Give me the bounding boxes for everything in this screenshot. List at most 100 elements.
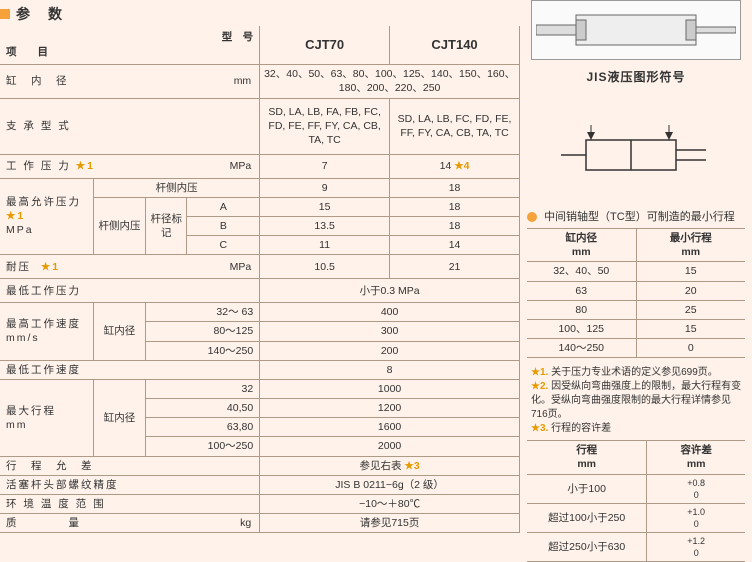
tolerance-table: 行程 mm 容许差 mm 小于100+0.8 0 超过100小于250+1.0 … xyxy=(527,440,745,562)
bore-unit: mm xyxy=(218,64,260,98)
tc-h1: 缸内径 mm xyxy=(527,229,636,262)
st2-val: 1200 xyxy=(260,399,520,418)
cell: 25 xyxy=(636,300,745,319)
table-row: 耐压 ★1 MPa 10.5 21 xyxy=(0,255,520,279)
tc-h2-label: 最小行程 xyxy=(670,232,712,244)
workp-v1: 7 xyxy=(260,154,390,178)
header-diag-cell: 项 目 型 号 xyxy=(0,26,260,64)
bore-label-3: 缸内径 xyxy=(94,379,146,456)
table-row: 工 作 压 力 ★1 MPa 7 14 ★4 xyxy=(0,154,520,178)
cylinder-icon xyxy=(536,5,736,55)
maxspeed-label: 最高工作速度 xyxy=(6,318,81,330)
mark-a-v2: 18 xyxy=(390,197,520,216)
cylinder-drawing xyxy=(531,0,741,60)
thread-val: JIS B 0211−6g（2 级） xyxy=(260,475,520,494)
tol-h2: 容许差 mm xyxy=(647,441,745,474)
table-row: 最低工作压力 小于0.3 MPa xyxy=(0,279,520,303)
workp-v2-cell: 14 ★4 xyxy=(390,154,520,178)
tc-caption-row: 中间销轴型（TC型）可制造的最小行程 xyxy=(527,208,745,224)
maxp-unit: MPa xyxy=(6,224,34,236)
table-row: 100、12515 xyxy=(527,319,745,338)
note-line: ★3. 行程的容许差 xyxy=(531,422,745,436)
cell: 15 xyxy=(636,262,745,281)
temp-label: 环 境 温 度 范 围 xyxy=(0,494,260,513)
mark-c-v2: 14 xyxy=(390,236,520,255)
stroketol-val: 参见右表 xyxy=(360,460,402,472)
maxstroke-cell: 最大行程 mm xyxy=(0,379,94,456)
mark-a-v1: 15 xyxy=(260,197,390,216)
notes-block: ★1. 关于压力专业术语的定义参见699页。 ★2. 因受纵向弯曲强度上的限制，… xyxy=(527,366,745,436)
st1-val: 1000 xyxy=(260,379,520,398)
table-row: 小于100+0.8 0 xyxy=(527,474,745,503)
section-title: 参 数 xyxy=(0,0,520,26)
spd1-val: 400 xyxy=(260,303,520,322)
tol-h1-unit: mm xyxy=(577,458,596,470)
proof-label: 耐压 xyxy=(6,261,31,273)
tc-h1-label: 缸内径 xyxy=(566,232,598,244)
st4-range: 100～250 xyxy=(145,437,259,456)
bore-mark-label: 杆径标记 xyxy=(145,197,187,255)
spd2-range: 80～125 xyxy=(145,322,259,341)
note-line: ★2. 因受纵向弯曲强度上的限制，最大行程有变化。受纵向弯曲强度限制的最大行程详… xyxy=(531,380,745,422)
workp-cell: 工 作 压 力 ★1 xyxy=(0,154,218,178)
cell: 140～250 xyxy=(527,339,636,358)
maxp-star: ★1 xyxy=(6,210,25,222)
table-row: 6320 xyxy=(527,281,745,300)
stroketol-cell: 参见右表 ★3 xyxy=(260,456,520,475)
st4-val: 2000 xyxy=(260,437,520,456)
rod-side-label: 杆侧内压 xyxy=(94,178,260,197)
mark-b: B xyxy=(187,216,260,235)
model-col-1: CJT70 xyxy=(260,26,390,64)
tol-h1-label: 行程 xyxy=(576,444,597,456)
table-row: 缸 内 径 mm 32、40、50、63、80、100、125、140、150、… xyxy=(0,64,520,98)
table-row: 最大行程 mm 缸内径 32 1000 xyxy=(0,379,520,398)
mark-b-v2: 18 xyxy=(390,216,520,235)
maxspeed-cell: 最高工作速度 mm/s xyxy=(0,303,94,361)
table-header-row: 缸内径 mm 最小行程 mm xyxy=(527,229,745,262)
header-item-label: 项 目 xyxy=(6,45,48,59)
bore-label-2: 缸内径 xyxy=(94,303,146,361)
tc-caption: 中间销轴型（TC型）可制造的最小行程 xyxy=(544,211,735,223)
st1-range: 32 xyxy=(145,379,259,398)
table-row: 最低工作速度 8 xyxy=(0,360,520,379)
stroketol-label: 行 程 允 差 xyxy=(0,456,260,475)
st3-val: 1600 xyxy=(260,418,520,437)
workp-label: 工 作 压 力 xyxy=(6,160,71,172)
st2-range: 40,50 xyxy=(145,399,259,418)
proof-v2: 21 xyxy=(390,255,520,279)
thread-label: 活塞杆头部螺纹精度 xyxy=(0,475,260,494)
tol-h2-label: 容许差 xyxy=(680,444,712,456)
table-row: 140～2500 xyxy=(527,339,745,358)
tol-h2-unit: mm xyxy=(687,458,706,470)
table-row: 活塞杆头部螺纹精度 JIS B 0211−6g（2 级） xyxy=(0,475,520,494)
minp-val: 小于0.3 MPa xyxy=(260,279,520,303)
temp-val: −10～＋80℃ xyxy=(260,494,520,513)
title-text: 参 数 xyxy=(16,4,64,24)
minp-label: 最低工作压力 xyxy=(0,279,260,303)
proof-star: ★1 xyxy=(41,261,60,273)
tc-h1-unit: mm xyxy=(572,246,591,258)
workp-star: ★1 xyxy=(76,160,95,172)
tc-h2-unit: mm xyxy=(681,246,700,258)
mount-v1: SD, LA, LB, FA, FB, FC, FD, FE, FF, FY, … xyxy=(260,98,390,154)
st3-range: 63,80 xyxy=(145,418,259,437)
mass-val: 请参见715页 xyxy=(260,514,520,533)
jis-caption: JIS液压图形符号 xyxy=(527,68,745,85)
note-star: ★1. xyxy=(531,367,548,378)
maxp-label: 最高允许压力 xyxy=(6,196,81,208)
note-star: ★3. xyxy=(531,423,548,434)
cell: 63 xyxy=(527,281,636,300)
table-header-row: 行程 mm 容许差 mm xyxy=(527,441,745,474)
table-row: 支 承 型 式 SD, LA, LB, FA, FB, FC, FD, FE, … xyxy=(0,98,520,154)
cell: 32、40、50 xyxy=(527,262,636,281)
table-row: 行 程 允 差 参见右表 ★3 xyxy=(0,456,520,475)
table-row: 超过100小于250+1.0 0 xyxy=(527,503,745,532)
spd3-range: 140～250 xyxy=(145,341,259,360)
cell: 80 xyxy=(527,300,636,319)
maxstroke-unit: mm xyxy=(6,419,28,431)
cell: 20 xyxy=(636,281,745,300)
tc-h2: 最小行程 mm xyxy=(636,229,745,262)
cell: 100、125 xyxy=(527,319,636,338)
cell: +1.0 0 xyxy=(647,503,745,532)
tc-table: 缸内径 mm 最小行程 mm 32、40、5015 6320 8025 100、… xyxy=(527,228,745,358)
